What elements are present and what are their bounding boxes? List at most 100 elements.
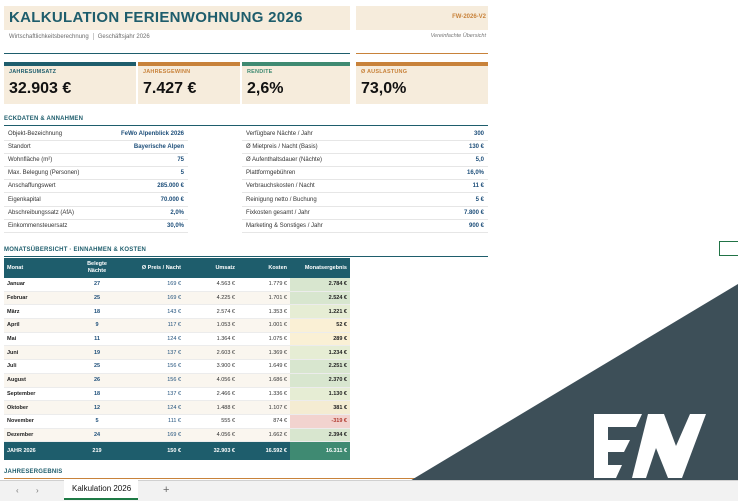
- kpi-label: RENDITE: [247, 69, 273, 75]
- subtitle-note: Vereinfachte Übersicht: [430, 33, 486, 39]
- eckdaten-row[interactable]: Ø Aufenthaltsdauer (Nächte) 5,0: [242, 154, 488, 168]
- table-header-row: Monat Belegte Nächte Ø Preis / Nacht Umsa…: [4, 258, 350, 278]
- eckdaten-key: Ø Aufenthaltsdauer (Nächte): [246, 157, 323, 164]
- eckdaten-row[interactable]: Plattformgebühren 16,0%: [242, 167, 488, 181]
- eckdaten-row[interactable]: Verbrauchskosten / Nacht 11 €: [242, 180, 488, 194]
- cell-monat: November: [4, 414, 74, 429]
- cell-ergebnis: 289 €: [290, 332, 350, 347]
- cell-preis: 156 €: [120, 359, 184, 374]
- cell-umsatz: 1.053 €: [184, 318, 238, 333]
- section-rule: [4, 478, 488, 479]
- cell-naechte: 26: [74, 373, 120, 388]
- eckdaten-value: 2,0%: [170, 209, 184, 216]
- cell-monat: September: [4, 387, 74, 402]
- kpi-card-jahresumsatz[interactable]: JAHRESUMSATZ 32.903 €: [4, 62, 136, 104]
- spreadsheet-sheet[interactable]: KALKULATION FERIENWOHNUNG 2026 FW-2026-V…: [0, 0, 738, 480]
- eckdaten-value: Bayerische Alpen: [133, 144, 184, 151]
- table-row[interactable]: Februar 25 169 €4.225 €1.701 €2.524 €: [4, 291, 350, 306]
- title-banner: [4, 6, 350, 30]
- eckdaten-key: Reinigung netto / Buchung: [246, 196, 317, 203]
- cell-kosten: 1.336 €: [238, 387, 290, 402]
- eckdaten-value: 16,0%: [466, 170, 484, 177]
- eckdaten-row[interactable]: Fixkosten gesamt / Jahr 7.800 €: [242, 207, 488, 220]
- table-row[interactable]: Januar 27 169 €4.563 €1.779 €2.784 €: [4, 278, 350, 292]
- kpi-card-jahresgewinn[interactable]: JAHRESGEWINN 7.427 €: [138, 62, 240, 104]
- table-row[interactable]: November 5 111 €555 €874 € -319 €: [4, 414, 350, 429]
- page-title: KALKULATION FERIENWOHNUNG 2026: [9, 9, 303, 26]
- cell-preis: 137 €: [120, 387, 184, 402]
- cell-selection[interactable]: [719, 241, 738, 256]
- eckdaten-value: 70.000 €: [160, 196, 184, 203]
- cell-umsatz: 3.900 €: [184, 359, 238, 374]
- add-sheet-button[interactable]: +: [163, 484, 170, 496]
- cell-monat: Dezember: [4, 428, 74, 443]
- table-row[interactable]: März 18 143 €2.574 €1.353 €1.221 €: [4, 304, 350, 320]
- eckdaten-key: Fixkosten gesamt / Jahr: [246, 209, 310, 216]
- eckdaten-row[interactable]: Reinigung netto / Buchung 5 €: [242, 194, 488, 207]
- eckdaten-key: Abschreibungssatz (AfA): [8, 209, 75, 216]
- cell-ergebnis: 2.394 €: [290, 428, 350, 443]
- table-row[interactable]: August 26 156 €4.056 €1.686 €2.370 €: [4, 373, 350, 388]
- table-row[interactable]: Oktober 12 124 €1.488 €1.107 €381 €: [4, 400, 350, 415]
- eckdaten-key: Ø Mietpreis / Nacht (Basis): [246, 144, 318, 151]
- kpi-card-rendite[interactable]: RENDITE 2,6%: [242, 62, 350, 104]
- eckdaten-row[interactable]: Wohnfläche (m²) 75: [4, 154, 188, 168]
- subtitle: Wirtschaftlichkeitsberechnung Geschäftsja…: [9, 33, 150, 40]
- eckdaten-row[interactable]: Ø Mietpreis / Nacht (Basis) 130 €: [242, 141, 488, 155]
- section-rule: [4, 125, 488, 126]
- eckdaten-row[interactable]: Standort Bayerische Alpen: [4, 141, 188, 155]
- table-sum-row: JAHR 2026 219 150 €32.903 €16.592 €16.311 …: [4, 441, 350, 461]
- col-header-preis: Ø Preis / Nacht: [120, 258, 184, 278]
- eckdaten-row[interactable]: Anschaffungswert 285.000 €: [4, 180, 188, 194]
- eckdaten-key: Anschaffungswert: [8, 183, 56, 190]
- cell-kosten: 1.001 €: [238, 318, 290, 333]
- sum-preis: 150 €: [120, 441, 184, 461]
- sum-umsatz: 32.903 €: [184, 441, 238, 461]
- table-row[interactable]: Mai 11 124 €1.364 €1.075 €289 €: [4, 332, 350, 347]
- cell-monat: Juli: [4, 359, 74, 374]
- eckdaten-row[interactable]: Verfügbare Nächte / Jahr 300: [242, 128, 488, 141]
- eckdaten-row[interactable]: Max. Belegung (Personen) 5: [4, 167, 188, 181]
- cell-naechte: 18: [74, 387, 120, 402]
- kpi-label: Ø AUSLASTUNG: [361, 69, 408, 75]
- sheet-tab-bar: [0, 480, 738, 501]
- cell-preis: 143 €: [120, 304, 184, 320]
- kpi-value: 32.903 €: [9, 80, 72, 97]
- eckdaten-key: Wohnfläche (m²): [8, 157, 53, 164]
- section-title-jahresergebnis: JAHRESERGEBNIS: [4, 469, 63, 475]
- cell-ergebnis: 52 €: [290, 318, 350, 333]
- kpi-accent-bar: [356, 62, 488, 66]
- eckdaten-row[interactable]: Objekt-Bezeichnung FeWo Alpenblick 2026: [4, 128, 188, 141]
- table-row[interactable]: September 18 137 €2.466 €1.336 €1.130 €: [4, 387, 350, 402]
- cell-naechte: 27: [74, 278, 120, 292]
- eckdaten-key: Objekt-Bezeichnung: [8, 131, 63, 137]
- eckdaten-key: Standort: [8, 144, 31, 151]
- cell-preis: 137 €: [120, 345, 184, 361]
- cell-kosten: 1.369 €: [238, 345, 290, 361]
- eckdaten-value: 300: [473, 131, 484, 137]
- header-rule-accent: [356, 53, 488, 54]
- eckdaten-key: Max. Belegung (Personen): [8, 170, 80, 177]
- table-row[interactable]: April 9 117 €1.053 €1.001 €52 €: [4, 318, 350, 333]
- eckdaten-row[interactable]: Abschreibungssatz (AfA) 2,0%: [4, 207, 188, 220]
- eckdaten-value: 5,0: [475, 157, 484, 164]
- col-header-monat: Monat: [4, 258, 74, 278]
- eckdaten-key: Eigenkapital: [8, 196, 41, 203]
- cell-kosten: 1.107 €: [238, 400, 290, 415]
- kpi-card-auslastung[interactable]: Ø AUSLASTUNG 73,0%: [356, 62, 488, 104]
- table-row[interactable]: Dezember 24 169 €4.056 €1.662 €2.394 €: [4, 428, 350, 443]
- sheet-tab-kalkulation[interactable]: Kalkulation 2026: [64, 480, 138, 500]
- tab-prev-button[interactable]: ‹: [16, 486, 19, 495]
- cell-kosten: 1.662 €: [238, 428, 290, 443]
- sum-naechte: 219: [74, 441, 120, 461]
- table-row[interactable]: Juni 19 137 €2.603 €1.369 €1.234 €: [4, 345, 350, 361]
- kpi-label: JAHRESGEWINN: [143, 69, 191, 75]
- eckdaten-row[interactable]: Eigenkapital 70.000 €: [4, 194, 188, 207]
- cell-kosten: 1.701 €: [238, 291, 290, 306]
- cell-kosten: 1.686 €: [238, 373, 290, 388]
- eckdaten-row[interactable]: Einkommensteuersatz 30,0%: [4, 220, 188, 233]
- tab-next-button[interactable]: ›: [36, 486, 39, 495]
- col-header-naechte-line2: Nächte: [87, 268, 107, 274]
- table-row[interactable]: Juli 25 156 €3.900 €1.649 €2.251 €: [4, 359, 350, 374]
- eckdaten-row[interactable]: Marketing & Sonstiges / Jahr 900 €: [242, 220, 488, 233]
